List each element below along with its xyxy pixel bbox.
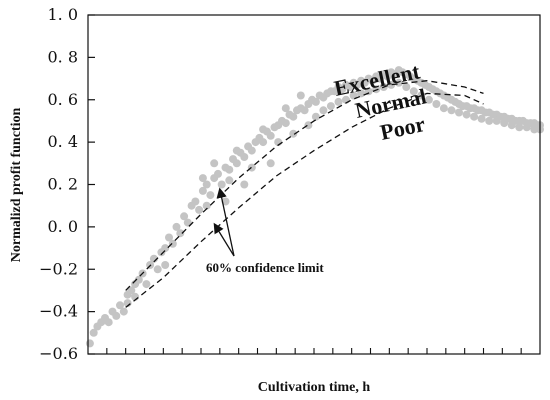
y-tick-label: −0.2 [39, 259, 78, 278]
y-tick-label: 0. 4 [47, 132, 78, 151]
data-point [439, 104, 448, 113]
data-point [470, 112, 479, 121]
data-point [191, 197, 200, 206]
y-tick-label: −0.6 [39, 344, 78, 363]
data-point [89, 328, 98, 337]
data-point [311, 112, 320, 121]
data-point [417, 91, 426, 100]
data-point [424, 95, 433, 104]
data-point [127, 286, 136, 295]
confidence-arrow-lower [213, 222, 235, 257]
data-point [304, 121, 313, 130]
data-point [240, 153, 249, 161]
data-point [432, 100, 441, 108]
data-point [447, 106, 456, 115]
y-tick-label: 0. 2 [47, 175, 78, 194]
data-point [202, 201, 211, 210]
data-point [281, 104, 290, 113]
data-point [217, 180, 226, 189]
data-point [507, 121, 516, 130]
data-point [119, 307, 128, 316]
x-axis-title: Cultivation time, h [258, 380, 371, 395]
y-tick-label: 1. 0 [47, 5, 78, 24]
data-point [214, 169, 222, 178]
data-points [85, 66, 544, 348]
plot-frame [87, 14, 541, 355]
data-point [85, 339, 94, 348]
data-point [142, 280, 151, 289]
data-point [289, 129, 298, 138]
annotation-confidence: 60% confidence limit [206, 260, 324, 275]
data-point [240, 180, 249, 189]
data-point [134, 275, 143, 284]
confidence-curve-upper [125, 80, 484, 291]
y-tick-label: 0. 6 [47, 90, 78, 109]
data-point [394, 78, 403, 87]
data-point [153, 265, 162, 274]
data-point [247, 146, 256, 155]
y-tick-label: 0. 8 [47, 47, 78, 66]
y-tick-label: −0.4 [39, 302, 78, 321]
data-point [485, 116, 494, 125]
data-point [259, 125, 268, 134]
x-axis-ticks [106, 348, 522, 354]
data-point [247, 163, 256, 172]
data-point [530, 125, 539, 134]
data-point [500, 119, 509, 128]
data-point [206, 191, 215, 200]
data-point [266, 131, 275, 140]
data-point [225, 176, 234, 185]
data-point [402, 83, 411, 91]
data-point [259, 138, 268, 147]
data-point [289, 112, 298, 121]
data-point [161, 244, 170, 253]
data-point [180, 212, 189, 221]
confidence-curve-lower [125, 92, 484, 308]
data-point [462, 110, 471, 119]
data-point [104, 318, 113, 327]
data-point [357, 89, 366, 98]
confidence-arrow-upper [216, 187, 235, 257]
data-point [477, 114, 486, 123]
data-point [198, 186, 207, 195]
data-point [165, 233, 173, 242]
data-point [210, 159, 219, 168]
data-point [515, 123, 524, 132]
data-point [112, 311, 121, 320]
data-point [116, 301, 124, 310]
data-point [326, 102, 335, 111]
data-point [195, 205, 204, 214]
data-point [225, 165, 234, 174]
data-point [198, 174, 207, 183]
data-point [319, 106, 328, 115]
data-point [300, 106, 309, 115]
data-point [349, 91, 358, 100]
data-point [334, 97, 343, 106]
data-point [409, 87, 418, 96]
data-point [311, 97, 320, 106]
data-point [296, 91, 305, 100]
data-point [522, 123, 531, 132]
data-point [232, 159, 241, 168]
data-point [492, 116, 501, 125]
confidence-curves [125, 80, 484, 308]
data-point [168, 239, 177, 248]
data-point [202, 180, 211, 189]
data-point [387, 80, 396, 89]
data-point [161, 261, 170, 269]
y-tick-label: 0. 0 [47, 217, 78, 236]
data-point [232, 146, 241, 155]
data-point [281, 119, 290, 128]
data-point [266, 159, 275, 168]
data-point [455, 108, 463, 117]
y-axis-title: Normalizd profit function [9, 108, 24, 263]
data-point [176, 229, 185, 238]
data-point [172, 222, 181, 231]
y-axis-ticks: −0.6 −0.4 −0.2 0. 0 0. 2 0. 4 0. 6 0. 8 1. 0 [39, 5, 95, 363]
